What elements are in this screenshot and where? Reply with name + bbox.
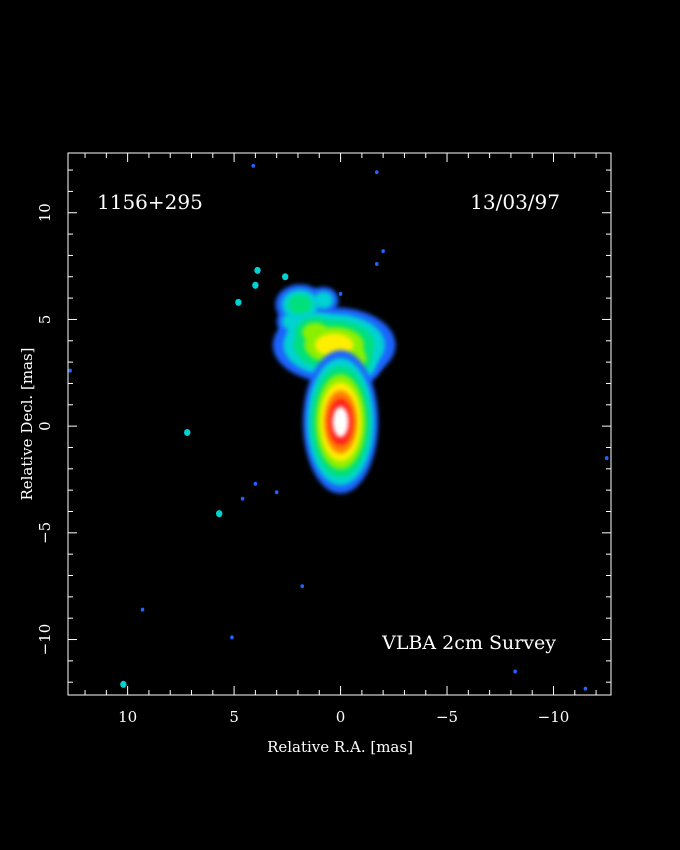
x-tick-labels: 10 5 0 −5 −10 — [118, 708, 569, 726]
y-tick-label: 10 — [36, 203, 54, 222]
noise-spot — [374, 261, 379, 266]
noise-spot — [253, 481, 258, 486]
x-tick-label: 10 — [118, 708, 137, 726]
noise-spot — [282, 273, 289, 281]
plot-frame — [67, 152, 612, 696]
y-tick-labels: 10 5 0 −5 −10 — [36, 203, 54, 655]
noise-spot — [338, 291, 343, 296]
noise-spot — [274, 490, 279, 495]
noise-spot — [381, 249, 385, 254]
y-tick-label: −5 — [36, 522, 54, 544]
noise-spot — [120, 680, 127, 688]
noise-spot — [604, 456, 609, 461]
noise-spot — [235, 298, 242, 306]
noise-spot — [513, 669, 517, 674]
noise-spot — [240, 496, 245, 501]
noise-spot — [583, 686, 588, 691]
jet-blob-level-1 — [282, 313, 302, 331]
noise-spot — [300, 584, 305, 589]
noise-spot — [230, 635, 234, 640]
noise-spot — [215, 510, 223, 518]
y-tick-label: −10 — [36, 624, 54, 656]
x-tick-label: −10 — [538, 708, 570, 726]
core-emission — [303, 350, 379, 494]
x-axis-label: Relative R.A. [mas] — [267, 738, 413, 756]
jet-blob-level-1 — [313, 291, 334, 309]
x-tick-label: 5 — [229, 708, 239, 726]
noise-spot — [254, 266, 261, 274]
core-band-7 — [332, 406, 349, 438]
survey-label: VLBA 2cm Survey — [381, 632, 556, 654]
noise-spot — [68, 368, 72, 373]
x-tick-label: 0 — [336, 708, 346, 726]
y-tick-label: 0 — [36, 421, 54, 431]
date-label: 13/03/97 — [470, 190, 560, 214]
noise-spot — [251, 163, 256, 168]
y-tick-label: 5 — [36, 315, 54, 325]
noise-spot — [140, 607, 145, 612]
axis-ticks — [68, 153, 611, 695]
x-tick-label: −5 — [436, 708, 458, 726]
noise-spot — [252, 281, 259, 289]
source-label: 1156+295 — [97, 190, 203, 214]
noise-spot — [184, 429, 191, 437]
noise-spot — [374, 170, 379, 175]
plot-area — [68, 163, 609, 691]
y-axis-label: Relative Decl. [mas] — [18, 347, 36, 500]
jet-blob-level-2 — [288, 294, 312, 315]
